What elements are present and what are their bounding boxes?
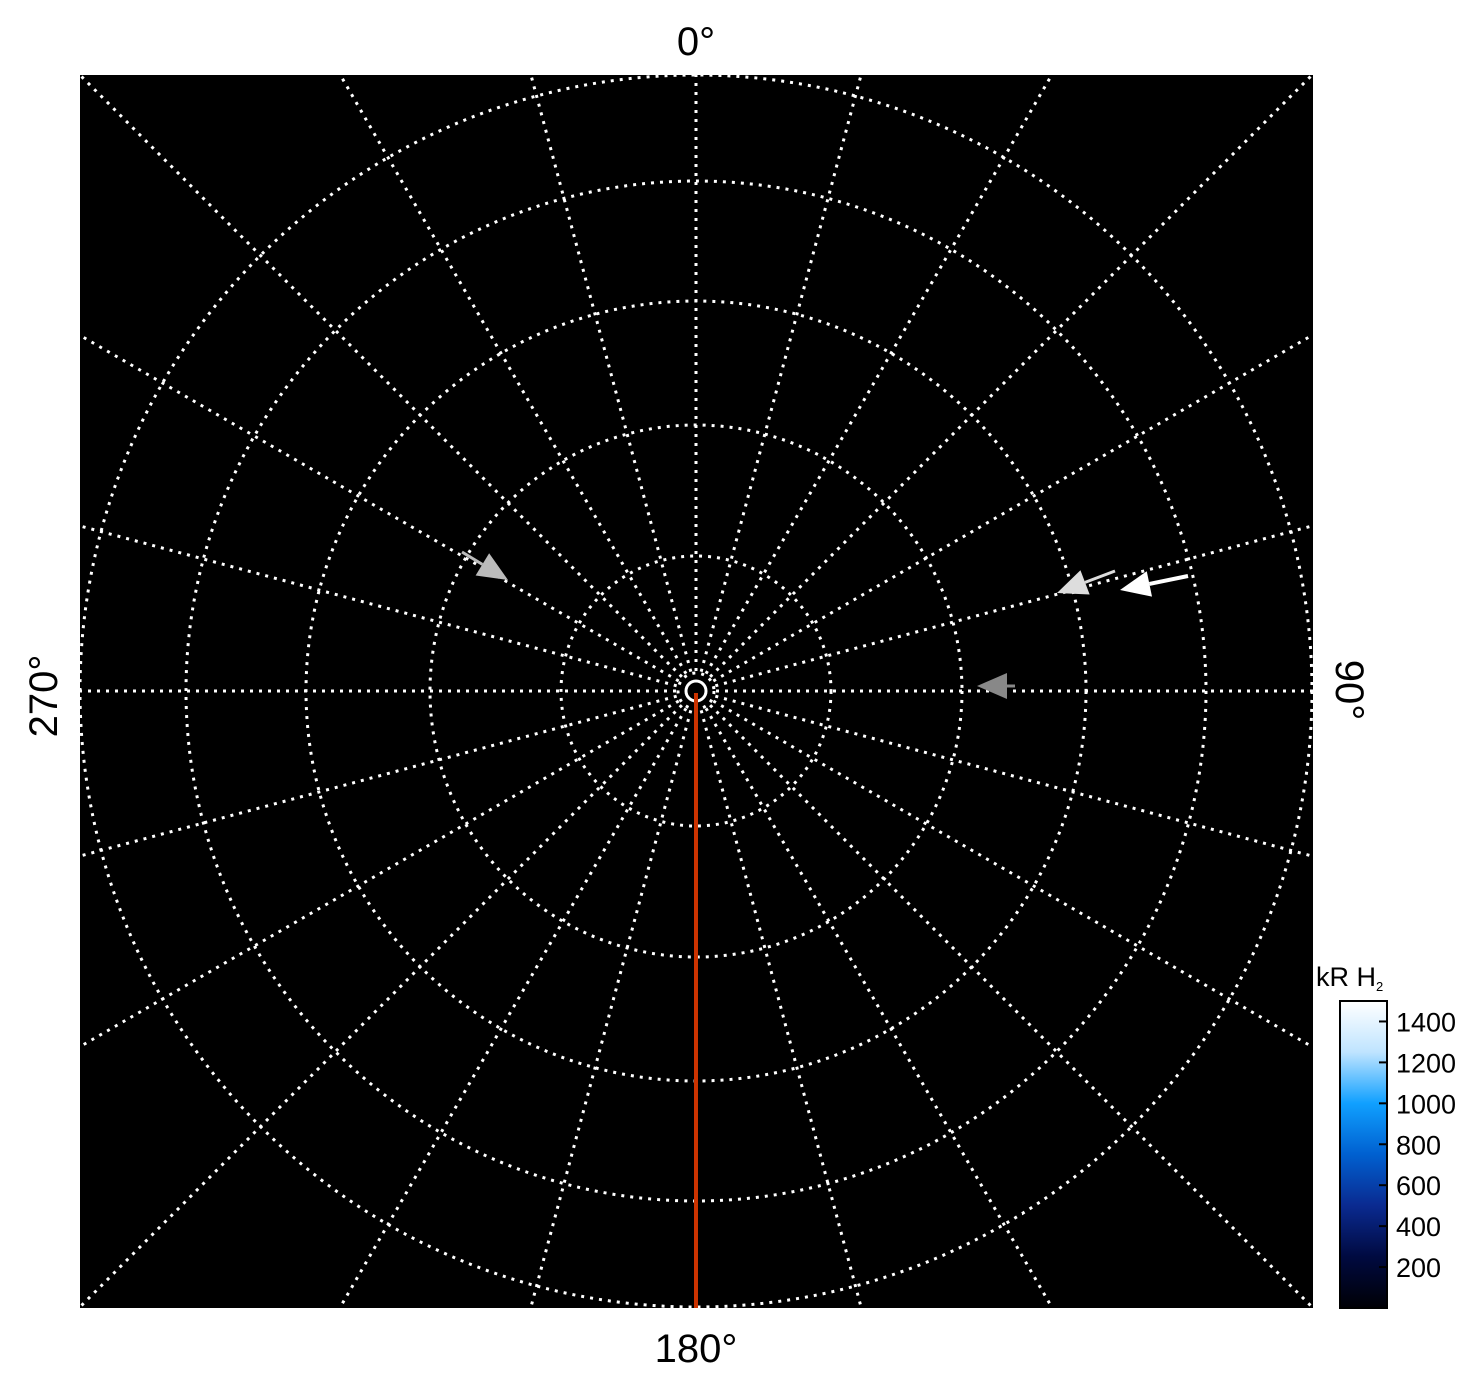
meridian-line [699,75,863,673]
meridian-line [712,333,1313,683]
colorbar: kR H2 1400 1200 1000 800 600 400 200 [1316,962,1456,1309]
angle-label-0: 0° [677,20,715,64]
meridian-line [80,524,678,688]
angle-label-180: 180° [655,1327,738,1371]
colorbar-tick-label: 400 [1396,1212,1441,1242]
angle-label-90: 90° [1327,660,1371,721]
meridian-line [80,704,683,1308]
meridian-line [338,707,688,1308]
arrow [1120,571,1189,597]
meridian-line [529,75,693,673]
arrow [461,550,508,580]
latitude-ring [559,554,833,828]
meridian-line [80,75,683,678]
meridian-line [704,707,1054,1308]
arrows [461,550,1189,699]
colorbar-tick-label: 1000 [1396,1089,1456,1119]
meridian-line [80,699,680,1048]
colorbar-tick-label: 1400 [1396,1007,1456,1037]
meridian-line [339,75,688,675]
arrow [1057,569,1116,595]
meridian-line [709,75,1313,678]
colorbar-tick-label: 800 [1396,1130,1441,1160]
colorbar-title: kR H2 [1316,962,1383,994]
meridian-line [80,334,680,683]
colorbar-gradient [1339,1000,1388,1309]
meridian-line [714,524,1313,688]
polar-grid [80,75,1313,1308]
meridian-line [712,699,1313,1049]
meridian-line [529,709,693,1308]
angle-label-270: 270° [22,655,66,738]
arrow [977,673,1015,699]
colorbar-tick-label: 1200 [1396,1048,1456,1078]
meridian-line [699,709,863,1308]
colorbar-tick-label: 200 [1396,1253,1441,1283]
meridian-line [80,694,678,858]
colorbar-tick-label: 600 [1396,1171,1441,1201]
meridian-line [704,75,1053,675]
meridian-line [714,694,1313,858]
